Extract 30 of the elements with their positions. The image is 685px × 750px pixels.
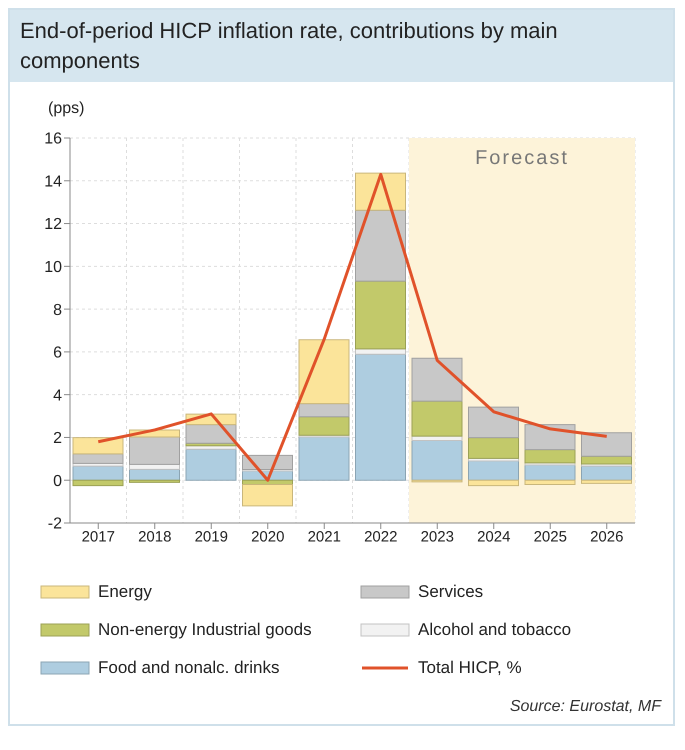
y-tick-label: 12: [44, 216, 62, 234]
y-tick-label: 10: [44, 259, 62, 276]
y-tick-label: 16: [44, 130, 62, 148]
y-tick-label: -2: [48, 516, 62, 533]
x-tick-label: 2023: [420, 528, 454, 546]
x-tick-label: 2019: [194, 528, 228, 546]
legend-label: Non-energy Industrial goods: [98, 620, 312, 640]
y-tick-label: 8: [53, 302, 62, 319]
x-tick-label: 2026: [590, 528, 624, 546]
x-tick-label: 2018: [138, 528, 172, 546]
y-axis-title: (pps): [47, 99, 86, 118]
x-tick-label: 2024: [477, 528, 510, 546]
x-tick-label: 2025: [534, 528, 567, 546]
y-tick-label: 0: [53, 472, 62, 490]
source-note: Source: Eurostat, MF: [508, 697, 663, 717]
legend-label: Energy: [98, 582, 152, 602]
y-tick-label: 4: [53, 387, 62, 404]
legend-label: Alcohol and tobacco: [418, 620, 572, 640]
x-tick-label: 2020: [251, 528, 284, 546]
chart-title: End-of-period HICP inflation rate, contributions by main components: [20, 17, 559, 75]
x-tick-label: 2017: [82, 528, 115, 546]
y-tick-label: 2: [53, 430, 62, 448]
x-tick-label: 2022: [364, 528, 398, 546]
y-tick-label: 6: [53, 344, 62, 362]
legend-label: Services: [418, 582, 484, 602]
legend-label: Food and nonalc. drinks: [98, 658, 280, 678]
band-label: Forecast: [475, 147, 569, 170]
legend-label: Total HICP, %: [418, 658, 522, 678]
y-tick-label: 14: [44, 173, 62, 190]
x-tick-label: 2021: [308, 528, 341, 546]
